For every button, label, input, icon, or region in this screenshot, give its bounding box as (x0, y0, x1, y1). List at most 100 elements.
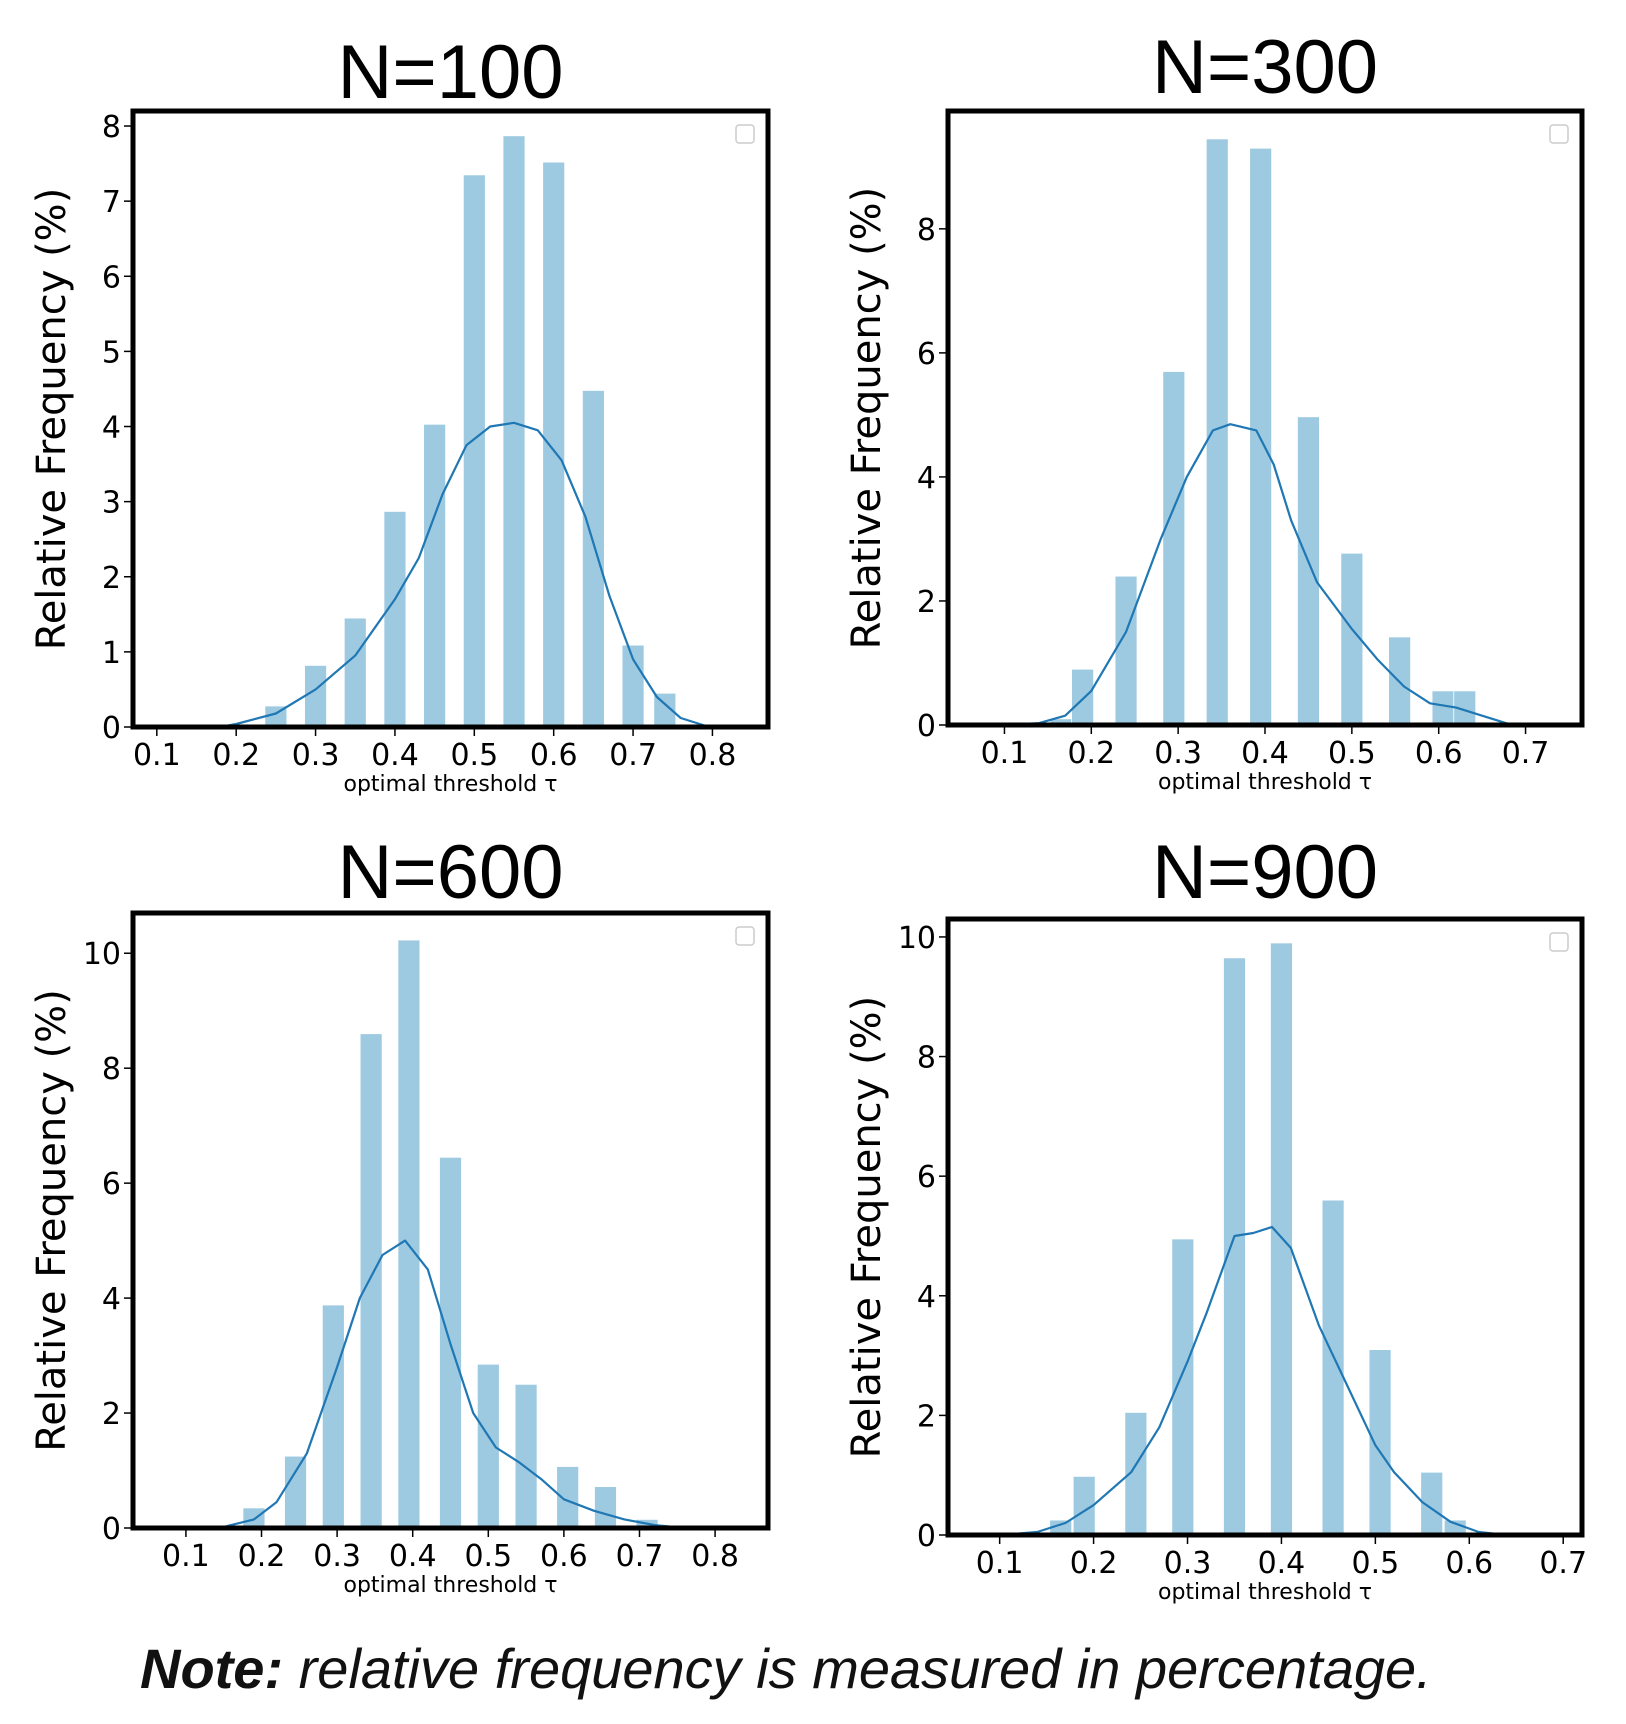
histogram-bar (594, 1486, 617, 1529)
y-tick-label: 2 (917, 1399, 936, 1434)
kde-line (185, 1239, 700, 1530)
x-axis-label: optimal threshold τ (1158, 1580, 1372, 1605)
y-tick-label: 0 (102, 1512, 121, 1547)
histogram-bar (321, 1304, 345, 1529)
y-tick-label: 10 (83, 937, 121, 972)
y-tick-label: 4 (102, 1282, 121, 1317)
y-tick-label: 6 (102, 260, 121, 295)
y-tick-label: 6 (917, 1160, 936, 1195)
x-tick-label: 0.3 (313, 1539, 361, 1574)
x-tick-label: 0.7 (1502, 736, 1550, 771)
x-tick-label: 0.2 (1070, 1546, 1118, 1581)
y-axis-label: Relative Frequency (%) (29, 989, 75, 1452)
y-tick-label: 8 (102, 1052, 121, 1087)
x-tick-label: 0.5 (464, 1539, 512, 1574)
histogram-bar (397, 939, 421, 1529)
histogram-bar (383, 510, 407, 728)
x-tick-label: 0.5 (450, 738, 498, 773)
x-axis-label: optimal threshold τ (343, 1573, 557, 1598)
x-tick-label: 0.8 (689, 738, 737, 773)
histogram-bar (423, 423, 447, 728)
histogram-bar (1223, 957, 1246, 1536)
legend-box (735, 124, 755, 144)
kde-line (999, 1225, 1508, 1537)
histogram-bar (284, 1455, 307, 1529)
histogram-bar (1162, 371, 1186, 726)
x-tick-label: 0.2 (1067, 736, 1115, 771)
histogram-bar (304, 665, 327, 728)
x-tick-label: 0.4 (389, 1539, 437, 1574)
y-tick-label: 4 (102, 411, 121, 446)
histogram-bar (343, 617, 367, 728)
x-tick-label: 0.5 (1352, 1546, 1400, 1581)
y-tick-label: 4 (917, 1280, 936, 1315)
x-tick-label: 0.7 (1539, 1546, 1587, 1581)
x-tick-label: 0.6 (1445, 1546, 1493, 1581)
histogram-bar (1431, 690, 1455, 726)
x-tick-label: 0.1 (162, 1539, 210, 1574)
x-tick-label: 0.6 (1415, 736, 1463, 771)
y-tick-label: 6 (102, 1167, 121, 1202)
histogram-bar (542, 161, 566, 728)
histogram-bar (1205, 138, 1229, 726)
histogram-bar (514, 1383, 538, 1529)
y-tick-label: 1 (102, 636, 121, 671)
y-tick-label: 0 (917, 1519, 936, 1554)
x-axis-label: optimal threshold τ (343, 772, 557, 797)
x-tick-label: 0.3 (1164, 1546, 1212, 1581)
x-tick-label: 0.8 (691, 1539, 739, 1574)
histogram-bar (581, 390, 605, 728)
x-tick-label: 0.5 (1328, 736, 1376, 771)
legend-box (1549, 124, 1569, 144)
y-axis-label: Relative Frequency (%) (844, 996, 890, 1459)
y-tick-label: 0 (917, 709, 936, 744)
chart-title: N=600 (337, 830, 563, 915)
y-tick-label: 2 (917, 585, 936, 620)
footnote-lead: Note: (140, 1637, 284, 1700)
y-tick-label: 2 (102, 561, 121, 596)
y-tick-label: 3 (102, 486, 121, 521)
histogram-bar (1071, 668, 1095, 726)
kde-line (156, 421, 713, 729)
chart-panel-4: N=900 0.1 0.2 0.3 0.4 0.5 0.6 0.7 0 2 4 6 8 10 optimal… (844, 830, 1587, 1605)
y-axis-label: Relative Frequency (%) (844, 187, 890, 650)
y-axis-label: Relative Frequency (%) (29, 188, 75, 651)
x-axis-label: optimal threshold τ (1158, 770, 1372, 795)
x-tick-label: 0.1 (976, 1546, 1024, 1581)
chart-title: N=900 (1152, 830, 1378, 915)
x-tick-label: 0.2 (238, 1539, 286, 1574)
legend-box (735, 926, 755, 946)
x-tick-label: 0.1 (133, 738, 181, 773)
y-tick-label: 5 (102, 335, 121, 370)
histogram-bar (462, 174, 486, 728)
chart-panel-3: N=600 0.1 0.2 0.3 0.4 0.5 0.6 0.7 0.8 0 2 4 6 8 10 opti… (29, 830, 771, 1598)
legend-box (1549, 932, 1569, 952)
axes-frame (130, 910, 771, 1531)
y-tick-label: 8 (102, 110, 121, 145)
histogram-bar (1368, 1349, 1392, 1536)
histogram-bar (1321, 1199, 1345, 1536)
chart-panel-1: N=100 0.1 0.2 0.3 0.4 0.5 0.6 0.7 0.8 0 1 2 3 4 5 6 7 8 op… (29, 30, 771, 797)
x-tick-label: 0.6 (530, 738, 578, 773)
y-tick-label: 4 (917, 461, 936, 496)
histogram-bar (502, 135, 526, 728)
chart-title: N=300 (1152, 25, 1378, 110)
chart-panel-2: N=300 0.1 0.2 0.3 0.4 0.5 0.6 0.7 0 2 4 6 8 optimal t… (844, 25, 1585, 795)
x-tick-label: 0.7 (609, 738, 657, 773)
x-tick-label: 0.1 (981, 736, 1029, 771)
x-tick-label: 0.3 (292, 738, 340, 773)
histogram-bar (1114, 575, 1138, 726)
y-tick-label: 6 (917, 337, 936, 372)
footnote: Note: relative frequency is measured in … (140, 1636, 1432, 1701)
x-tick-label: 0.6 (540, 1539, 588, 1574)
y-tick-label: 7 (102, 185, 121, 220)
axes-frame (945, 108, 1585, 728)
x-tick-label: 0.4 (1258, 1546, 1306, 1581)
x-tick-label: 0.7 (616, 1539, 664, 1574)
histogram-bar (242, 1507, 266, 1529)
x-tick-label: 0.4 (1241, 736, 1289, 771)
footnote-text: relative frequency is measured in percen… (283, 1637, 1432, 1700)
y-tick-label: 0 (102, 711, 121, 746)
histogram-bar (1171, 1238, 1195, 1536)
